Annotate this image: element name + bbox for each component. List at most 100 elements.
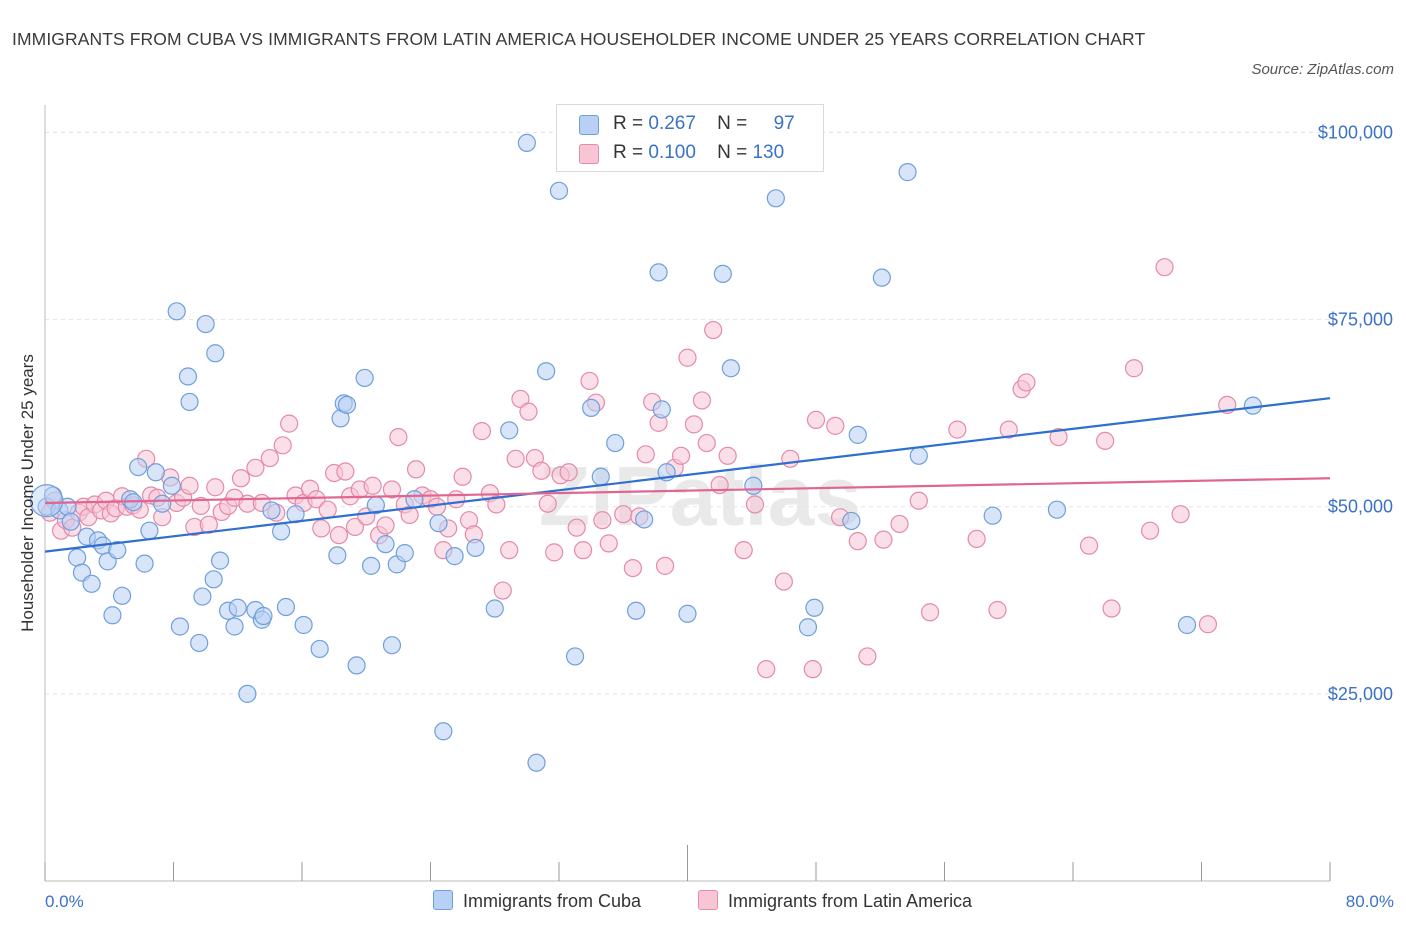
cuba-point-89 <box>909 446 928 465</box>
latam-point-123 <box>988 600 1007 620</box>
cuba-point-51 <box>355 368 374 388</box>
latam-trend-line <box>44 477 1331 505</box>
latam-point-86 <box>580 371 599 391</box>
cuba-swatch <box>579 115 599 135</box>
latam-point-111 <box>803 660 822 679</box>
latam-point-85 <box>573 541 593 560</box>
latam-point-75 <box>506 449 525 468</box>
bottom-legend-latam: Immigrants from Latin America <box>698 890 972 912</box>
cuba-point-79 <box>713 264 732 284</box>
latam-point-45 <box>318 500 337 519</box>
cuba-point-84 <box>805 598 824 617</box>
cuba-point-82 <box>766 189 785 208</box>
cuba-point-22 <box>162 476 181 495</box>
chart-title: IMMIGRANTS FROM CUBA VS IMMIGRANTS FROM … <box>12 29 1146 49</box>
cuba-r-label: R = <box>613 113 644 134</box>
cuba-point-54 <box>376 535 395 554</box>
cuba-point-19 <box>140 521 159 540</box>
latam-point-63 <box>427 497 447 516</box>
cuba-point-12 <box>103 606 122 625</box>
latam-point-121 <box>948 420 967 439</box>
cuba-point-62 <box>466 538 485 557</box>
cuba-point-74 <box>635 510 654 529</box>
latam-point-70 <box>472 422 491 441</box>
cuba-point-92 <box>1177 615 1197 635</box>
cuba-trend-line <box>44 397 1331 553</box>
latam-point-26 <box>191 496 210 516</box>
latam-point-110 <box>781 449 800 468</box>
latam-point-116 <box>858 647 877 666</box>
latam-point-74 <box>500 541 519 560</box>
y-tick-label-3: $100,000 <box>1318 122 1393 142</box>
cuba-point-26 <box>180 392 199 412</box>
cuba-point-76 <box>652 400 671 419</box>
bottom-cuba-label: Immigrants from Cuba <box>463 891 642 911</box>
latam-point-102 <box>697 433 716 453</box>
cuba-point-73 <box>626 601 646 620</box>
latam-point-120 <box>920 603 940 622</box>
cuba-point-72 <box>606 433 625 453</box>
latam-point-53 <box>363 476 382 495</box>
latam-point-106 <box>734 541 753 560</box>
latam-point-43 <box>307 490 326 509</box>
latam-point-60 <box>406 460 426 479</box>
latam-point-39 <box>280 414 299 433</box>
latam-point-44 <box>312 519 331 538</box>
bottom-latam-label: Immigrants from Latin America <box>728 891 973 911</box>
cuba-point-65 <box>517 133 536 153</box>
cuba-point-39 <box>254 606 273 626</box>
source-label: Source: ZipAtlas.com <box>1251 61 1394 78</box>
latam-point-100 <box>684 415 704 434</box>
y-axis-label: Householder Income Under 25 years <box>18 354 37 632</box>
latam-point-90 <box>614 505 633 524</box>
latam-point-99 <box>678 348 697 367</box>
cuba-point-81 <box>744 476 763 495</box>
cuba-point-28 <box>193 587 212 606</box>
latam-point-135 <box>1198 615 1218 634</box>
cuba-point-63 <box>485 599 504 618</box>
cuba-point-14 <box>112 586 132 605</box>
cuba-point-13 <box>108 541 127 560</box>
latam-point-126 <box>1017 373 1036 392</box>
cuba-point-59 <box>429 514 448 533</box>
latam-point-77 <box>519 402 538 421</box>
latam-point-122 <box>967 529 986 549</box>
latam-point-131 <box>1124 359 1144 378</box>
latam-point-118 <box>890 514 909 534</box>
cuba-point-58 <box>405 490 424 509</box>
cuba-point-31 <box>206 344 225 363</box>
cuba-point-27 <box>190 633 209 653</box>
cuba-point-61 <box>445 547 464 566</box>
cuba-point-4 <box>61 512 80 531</box>
cuba-point-78 <box>678 604 697 623</box>
cuba-point-64 <box>500 421 519 440</box>
cuba-point-24 <box>170 617 190 636</box>
cuba-point-83 <box>798 618 818 637</box>
cuba-point-80 <box>721 359 740 378</box>
cuba-point-21 <box>153 494 172 513</box>
latam-point-24 <box>180 476 199 495</box>
cuba-point-29 <box>196 314 215 334</box>
latam-point-96 <box>655 556 675 575</box>
cuba-point-8 <box>82 574 101 593</box>
latam-point-32 <box>231 469 251 488</box>
latam-point-132 <box>1140 521 1160 540</box>
cuba-point-69 <box>565 647 585 666</box>
cuba-point-36 <box>238 684 257 703</box>
y-tick-label-2: $75,000 <box>1328 310 1393 330</box>
latam-point-56 <box>382 480 402 499</box>
cuba-point-42 <box>276 597 296 617</box>
cuba-point-49 <box>337 395 357 415</box>
latam-n-label: N = <box>717 142 748 163</box>
correlation-legend: R = 0.267 N = 97 R = 0.100 N = 130 <box>556 104 824 172</box>
latam-point-81 <box>545 543 564 562</box>
latam-point-34 <box>246 458 265 477</box>
trend-lines <box>44 397 1331 553</box>
cuba-point-75 <box>649 263 668 282</box>
cuba-point-46 <box>328 546 347 565</box>
latam-point-67 <box>453 467 472 486</box>
latam-point-93 <box>636 445 655 464</box>
cuba-point-40 <box>262 501 281 520</box>
latam-point-98 <box>671 446 691 465</box>
